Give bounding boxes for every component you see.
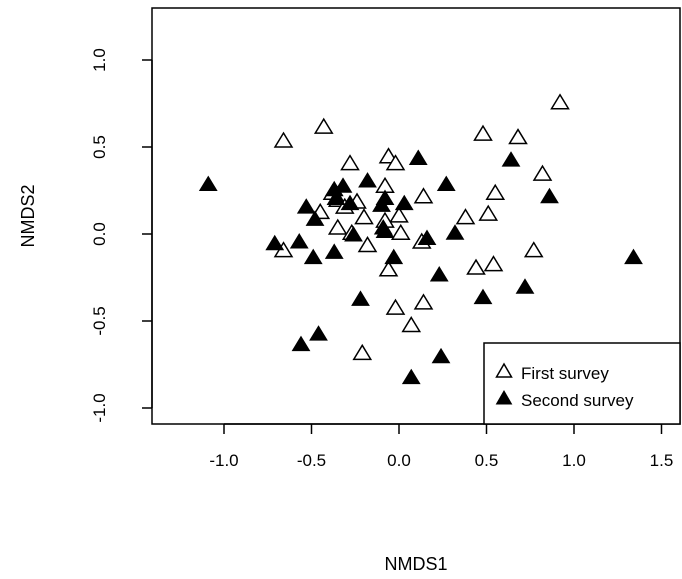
data-point-first-survey [357,235,378,253]
data-point-second-survey [501,151,521,167]
data-point-second-survey [394,194,414,211]
data-point-first-survey [485,183,506,200]
y-tick-label: 0.5 [90,135,109,159]
data-point-second-survey [351,290,370,306]
data-point-first-survey [390,223,411,241]
data-point-second-survey [340,194,360,211]
data-point-second-survey [384,248,404,265]
legend-label-first-survey: First survey [521,364,609,383]
data-point-first-survey [352,343,373,361]
data-point-second-survey [540,187,559,204]
data-point-second-survey [265,234,285,251]
data-point-second-survey [344,226,363,242]
data-point-first-survey [313,117,334,134]
data-point-second-survey [305,210,325,226]
data-point-second-survey [436,175,456,192]
data-point-first-survey [401,316,422,333]
data-points [198,93,643,385]
y-tick-label: 0.0 [90,222,109,246]
data-point-second-survey [624,248,643,265]
y-tick-label: -1.0 [90,393,109,422]
data-point-second-survey [431,347,451,364]
legend-open-triangle-icon [495,362,513,378]
data-point-second-survey [515,278,535,294]
x-tick-label: 0.5 [475,451,499,470]
data-point-first-survey [385,154,406,171]
data-point-first-survey [455,208,476,225]
data-point-second-survey [296,198,316,214]
x-tick-label: 0.0 [387,451,411,470]
data-point-first-survey [473,124,493,141]
data-point-second-survey [358,172,377,188]
data-point-first-survey [466,258,486,275]
data-point-first-survey [478,204,499,221]
x-tick-label: -1.0 [209,451,238,470]
data-point-first-survey [385,298,406,315]
data-point-second-survey [372,196,391,212]
data-point-second-survey [333,177,353,193]
x-tick-label: 1.5 [650,451,674,470]
legend-label-second-survey: Second survey [521,391,634,410]
data-point-first-survey [508,128,528,145]
data-point-first-survey [354,208,374,225]
data-point-first-survey [523,241,544,258]
data-point-second-survey [326,189,346,205]
data-point-second-survey [291,335,311,352]
data-point-second-survey [198,175,218,192]
data-point-second-survey [445,224,465,240]
data-point-second-survey [289,232,309,249]
legend-box [483,342,681,425]
y-tick-label: 1.0 [90,48,109,72]
data-point-second-survey [324,243,344,259]
data-point-first-survey [389,206,409,223]
data-point-second-survey [429,266,449,282]
x-tick-label: 1.0 [562,451,586,470]
data-point-first-survey [532,164,553,181]
x-axis-title: NMDS1 [384,554,447,574]
data-point-second-survey [473,288,493,305]
data-point-second-survey [408,149,428,165]
legend: First survey Second survey [483,342,681,425]
data-point-second-survey [401,368,421,385]
data-point-first-survey [327,218,348,235]
legend-filled-triangle-icon [495,389,513,405]
data-point-first-survey [413,293,434,310]
y-tick-label: -0.5 [90,306,109,335]
data-point-first-survey [413,187,434,204]
x-tick-label: -0.5 [297,451,326,470]
data-point-second-survey [303,248,323,265]
data-point-first-survey [273,131,294,148]
data-point-first-survey [340,154,360,171]
data-point-first-survey [483,255,504,272]
data-point-first-survey [378,260,399,277]
y-axis-title: NMDS2 [18,184,38,247]
data-point-second-survey [309,325,328,341]
data-point-second-survey [417,229,437,245]
data-point-first-survey [550,93,570,110]
plot-frame [151,7,681,425]
data-point-second-survey [375,222,395,239]
